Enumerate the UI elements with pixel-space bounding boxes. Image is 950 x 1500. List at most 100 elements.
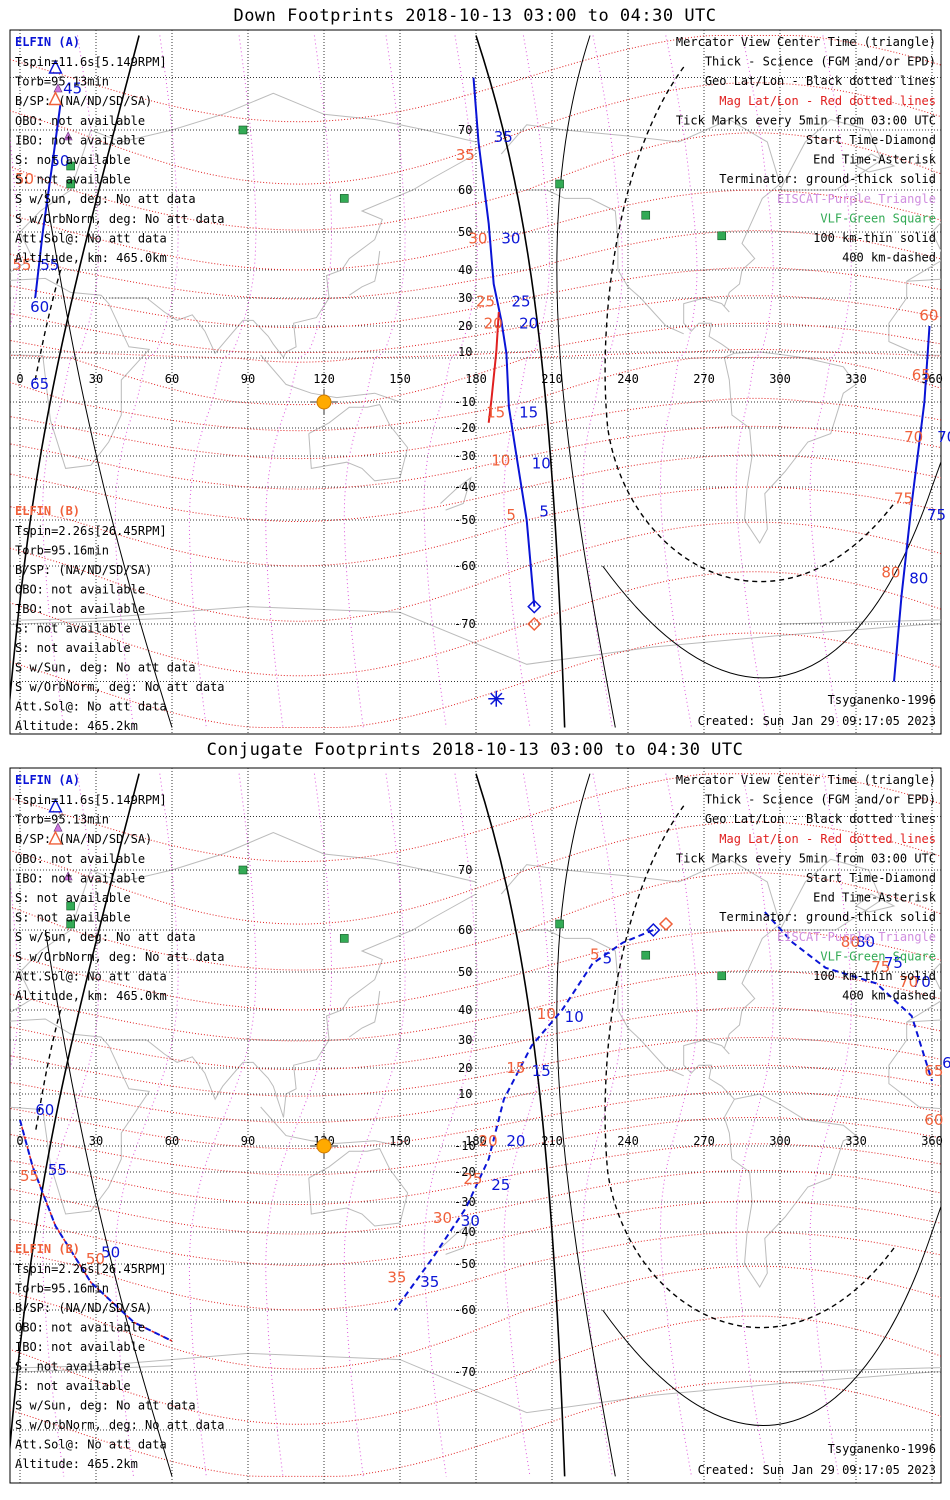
legend-entry: Mercator View Center Time (triangle) [676, 35, 936, 49]
vlf-station-marker [717, 971, 727, 981]
elfin-b-info-line: S w/Sun, deg: No att data [15, 661, 196, 675]
start-diamond [527, 616, 542, 632]
track-layer [19, 911, 933, 1342]
tick-label-a: 20 [519, 315, 538, 333]
coastline [349, 990, 381, 1038]
y-tick-label: -30 [454, 449, 476, 463]
tick-label-a: 10 [532, 454, 551, 472]
tick-label-a: 65 [942, 1054, 950, 1072]
elfin-b-info-line: S: not available [15, 1360, 131, 1374]
vlf-station-marker [641, 950, 651, 960]
coastline [10, 1018, 151, 1215]
map-layers [10, 768, 941, 1483]
asterisk-stroke [490, 692, 503, 705]
x-tick-label: 180 [465, 372, 487, 386]
eiscat-marker [53, 822, 63, 832]
tick-label-b: 10 [537, 1005, 556, 1023]
tick-label-a: 60 [35, 1101, 54, 1119]
sun-icon [316, 394, 332, 410]
elfin-b-info: ELFIN (B) Tspin=2.26s[26.45RPM] Torb=95.16… [15, 1242, 225, 1471]
elfin-a-info-line: Att.Sol@: No att data [15, 969, 167, 983]
tick-label-b: 10 [491, 451, 510, 469]
elfin-b-info-line: OBO: not available [15, 583, 145, 597]
start-markers [48, 59, 542, 632]
y-tick-label: -40 [454, 480, 476, 494]
tick-label-a: 5 [539, 503, 549, 521]
y-tick-label: 70 [458, 863, 472, 877]
x-tick-label: 0 [16, 372, 23, 386]
elfin-b-info-line: Torb=95.16min [15, 544, 109, 558]
tick-label-a: 70 [912, 973, 931, 991]
tick-label-b: 25 [476, 292, 495, 310]
elfin-a-info-line: OBO: not available [15, 852, 145, 866]
elfin-a-track [472, 77, 536, 607]
eiscat-marker [63, 871, 73, 881]
elfin-b-header: ELFIN (B) [15, 504, 80, 518]
mag-parallel [10, 632, 941, 728]
y-tick-label: -20 [454, 421, 476, 435]
tick-label-b: 50 [86, 1250, 105, 1268]
coastline [500, 858, 857, 1288]
tick-label-a: 35 [420, 1273, 439, 1291]
mag-parallel [10, 397, 941, 460]
coastline [906, 221, 941, 282]
elfin-b-info-line: IBO: not available [15, 1340, 145, 1354]
y-tick-label: 30 [458, 1033, 472, 1047]
tick-label-b: 80 [881, 564, 900, 582]
elfin-b-info-line: B/SP: (NA/ND/SD/SA) [15, 563, 152, 577]
y-tick-label: 70 [458, 123, 472, 137]
tick-label-b: 80 [841, 933, 860, 951]
x-tick-label: 60 [165, 372, 179, 386]
elfin-a-info-line: Torb=95.13min [15, 813, 109, 827]
chart-title-conjugate: Conjugate Footprints 2018-10-13 03:00 to… [206, 740, 744, 760]
x-tick-label: 240 [617, 1134, 639, 1148]
vlf-station-marker [555, 919, 564, 929]
y-tick-label: -40 [454, 1225, 476, 1239]
elfin-a-info-line: Tspin=11.6s[5.149RPM] [15, 55, 167, 69]
mag-parallel [10, 821, 941, 925]
mag-meridian [659, 773, 698, 1477]
x-tick-label: 90 [241, 372, 255, 386]
tick-label-b: 75 [871, 958, 890, 976]
legend-entry: Terminator: ground-thick solid [719, 910, 936, 924]
eiscat-marker [53, 83, 63, 93]
mag-meridian [343, 35, 406, 728]
tick-label-a: 35 [494, 128, 513, 146]
mag-parallel [10, 773, 941, 863]
chart-title-down: Down Footprints 2018-10-13 03:00 to 04:3… [233, 6, 717, 26]
coastline [10, 277, 151, 469]
x-tick-label: 240 [617, 372, 639, 386]
mag-parallel [10, 1265, 941, 1370]
mag-parallel [10, 929, 941, 1011]
mag-parallel [10, 82, 941, 185]
terminator-400km [34, 1009, 62, 1134]
terminator-100km [556, 35, 616, 728]
start-diamond [646, 922, 661, 938]
elfin-a-info-line: Att.Sol@: No att data [15, 231, 167, 245]
tick-label-b: 5 [506, 506, 516, 524]
elfin-b-info-line: S w/OrbNorm, deg: No att data [15, 1418, 225, 1432]
elfin-a-info-line: Altitude, km: 465.0km [15, 989, 167, 1003]
y-tick-label: 10 [458, 345, 472, 359]
track-layer [34, 77, 931, 682]
tick-label-a: 55 [40, 256, 59, 274]
mag-parallel [10, 1036, 941, 1097]
tick-label-b: 15 [506, 1059, 525, 1077]
tick-label-b: 15 [486, 404, 505, 422]
start-diamond [658, 916, 674, 932]
elfin-b-track [487, 311, 500, 423]
elfin-a-info-line: S w/OrbNorm, deg: No att data [15, 950, 225, 964]
model-label: Tsyganenko-1996 [828, 1442, 936, 1456]
tick-label-a: 10 [565, 1008, 584, 1026]
tick-label-b: 20 [484, 315, 503, 333]
mag-meridian [114, 773, 179, 1477]
y-tick-label: 40 [458, 1003, 472, 1017]
start-diamond [527, 599, 542, 614]
elfin-a-header: ELFIN (A) [15, 35, 80, 49]
center-triangle [48, 798, 63, 813]
y-tick-label: -70 [454, 617, 476, 631]
tick-label-b: 35 [456, 146, 475, 164]
terminator-100km [602, 1205, 941, 1427]
mag-meridian [188, 35, 257, 728]
elfin-b-info-line: S: not available [15, 641, 131, 655]
